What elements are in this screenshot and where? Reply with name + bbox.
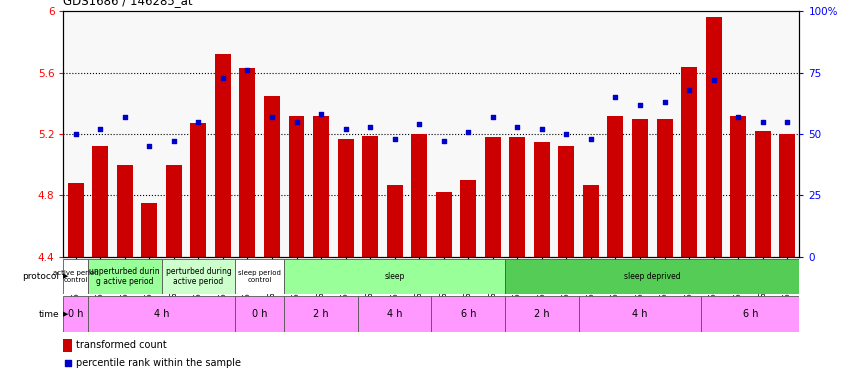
Point [69, 131, 82, 137]
Bar [607, 116, 624, 257]
Bar [505, 259, 799, 294]
Bar [534, 142, 550, 257]
Point [118, 114, 131, 120]
Bar [313, 116, 329, 257]
Text: unperturbed durin
g active period: unperturbed durin g active period [90, 267, 160, 286]
Bar [730, 116, 746, 257]
Bar [215, 54, 231, 257]
Bar [141, 203, 157, 257]
Bar [656, 119, 673, 257]
Text: active period
control: active period control [53, 270, 98, 283]
Point [387, 136, 401, 142]
Bar [88, 296, 235, 332]
Point [682, 87, 695, 93]
Bar [92, 146, 108, 257]
Bar [701, 296, 799, 332]
Bar [706, 17, 722, 257]
Point [289, 119, 303, 125]
Bar [460, 180, 476, 257]
Bar [338, 139, 354, 257]
Point [755, 119, 769, 125]
Bar [166, 165, 182, 257]
Bar [264, 96, 280, 257]
Text: GDS1686 / 146285_at: GDS1686 / 146285_at [63, 0, 193, 8]
Point [486, 114, 499, 120]
Point [314, 111, 327, 117]
Text: 4 h: 4 h [154, 309, 169, 319]
Point [535, 126, 548, 132]
Bar [235, 259, 284, 294]
Point [191, 119, 205, 125]
Bar [117, 165, 133, 257]
Point [731, 114, 744, 120]
Text: 6 h: 6 h [743, 309, 758, 319]
Point [61, 360, 74, 366]
Text: 4 h: 4 h [387, 309, 403, 319]
Point [437, 138, 450, 144]
Bar [779, 134, 795, 257]
Bar [485, 137, 501, 257]
Text: sleep: sleep [384, 272, 405, 281]
Point [461, 129, 475, 135]
Text: sleep deprived: sleep deprived [624, 272, 680, 281]
Bar [284, 296, 358, 332]
Point [338, 126, 352, 132]
Bar [63, 296, 88, 332]
Point [93, 126, 107, 132]
Text: 4 h: 4 h [632, 309, 648, 319]
Point [510, 124, 524, 130]
Bar [509, 137, 525, 257]
Bar [235, 296, 284, 332]
Text: ▶: ▶ [63, 274, 68, 280]
Bar [436, 192, 452, 257]
Text: perturbed during
active period: perturbed during active period [166, 267, 231, 286]
Point [412, 121, 426, 127]
Text: 2 h: 2 h [534, 309, 550, 319]
Bar [681, 66, 697, 257]
Point [142, 143, 156, 149]
Bar [505, 296, 579, 332]
Point [216, 75, 229, 81]
Point [780, 119, 794, 125]
Text: ▶: ▶ [63, 311, 68, 317]
Point [608, 94, 622, 100]
Point [559, 131, 573, 137]
Point [584, 136, 597, 142]
Bar [162, 259, 235, 294]
Text: 0 h: 0 h [252, 309, 267, 319]
Bar [190, 123, 206, 257]
Text: 6 h: 6 h [460, 309, 476, 319]
Bar [88, 259, 162, 294]
Bar [63, 259, 88, 294]
Bar [755, 131, 771, 257]
Bar [288, 116, 305, 257]
Text: percentile rank within the sample: percentile rank within the sample [75, 358, 240, 368]
Bar [558, 146, 574, 257]
Point [633, 102, 646, 108]
Text: time: time [39, 310, 59, 319]
Bar [358, 296, 431, 332]
Point [265, 114, 278, 120]
Bar [632, 119, 648, 257]
Text: 0 h: 0 h [68, 309, 84, 319]
Text: 2 h: 2 h [313, 309, 329, 319]
Text: transformed count: transformed count [75, 340, 167, 350]
Point [240, 67, 254, 73]
Bar [583, 185, 599, 257]
Point [363, 124, 376, 130]
Bar [411, 134, 427, 257]
Bar [284, 259, 505, 294]
Bar [579, 296, 701, 332]
Point [657, 99, 671, 105]
Bar [431, 296, 505, 332]
Text: protocol: protocol [22, 272, 59, 281]
Point [706, 77, 720, 83]
Point [167, 138, 180, 144]
Bar [63, 339, 72, 352]
Text: sleep period
control: sleep period control [239, 270, 281, 283]
Bar [68, 183, 84, 257]
Bar [387, 185, 403, 257]
Bar [362, 136, 378, 257]
Bar [239, 68, 255, 257]
